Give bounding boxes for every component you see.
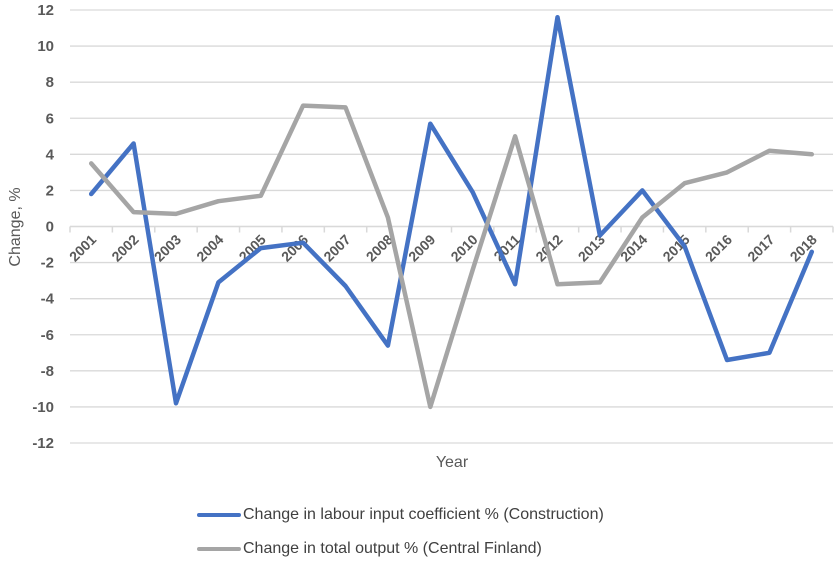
y-tick-label: 10	[37, 38, 54, 55]
y-tick-label: -8	[41, 363, 54, 380]
y-tick-label: 0	[46, 219, 54, 236]
legend-label-output: Change in total output % (Central Finlan…	[243, 540, 542, 557]
y-axis-title: Change, %	[7, 187, 24, 266]
x-tick-label: 2002	[108, 231, 141, 264]
y-tick-label: 12	[37, 2, 54, 19]
line-chart: 12 10 8 6 4 2 0 -2 -4 -6 -8 -10 -12 2001 2002 2003 2004…	[7, 2, 834, 471]
x-tick-label: 2013	[575, 231, 608, 264]
y-tick-label: 2	[46, 182, 54, 199]
x-tick-label: 2007	[320, 231, 353, 264]
legend-item-labour[interactable]: Change in labour input coefficient % (Co…	[197, 504, 604, 526]
x-tick-label: 2003	[151, 231, 184, 264]
x-axis: 2001 2002 2003 2004 2005 2006 2007 2008 2009 2010…	[66, 225, 834, 265]
x-tick-label: 2016	[702, 231, 735, 264]
y-tick-label: 6	[46, 110, 54, 127]
x-tick-label: 2017	[744, 231, 777, 264]
y-axis-ticks: 12 10 8 6 4 2 0 -2 -4 -6 -8 -10 -12	[32, 2, 54, 452]
legend-swatch-output	[197, 547, 241, 551]
y-tick-label: -2	[41, 255, 54, 272]
series-line-labour[interactable]	[88, 14, 815, 406]
series-line-output[interactable]	[88, 103, 815, 410]
y-tick-label: -4	[41, 291, 55, 308]
legend-swatch-labour	[197, 513, 241, 517]
x-tick-label: 2004	[193, 231, 226, 264]
series-lines	[88, 14, 815, 410]
x-tick-label: 2001	[66, 231, 99, 264]
legend-label-labour: Change in labour input coefficient % (Co…	[243, 506, 604, 523]
y-tick-label: -10	[32, 399, 54, 416]
x-axis-title: Year	[436, 454, 469, 471]
y-tick-label: -12	[32, 435, 54, 452]
y-tick-label: 4	[46, 146, 55, 163]
x-tick-label: 2018	[787, 231, 820, 264]
y-tick-label: -6	[41, 327, 54, 344]
legend: Change in labour input coefficient % (Co…	[197, 504, 604, 572]
y-tick-label: 8	[46, 74, 54, 91]
legend-item-output[interactable]: Change in total output % (Central Finlan…	[197, 538, 604, 560]
